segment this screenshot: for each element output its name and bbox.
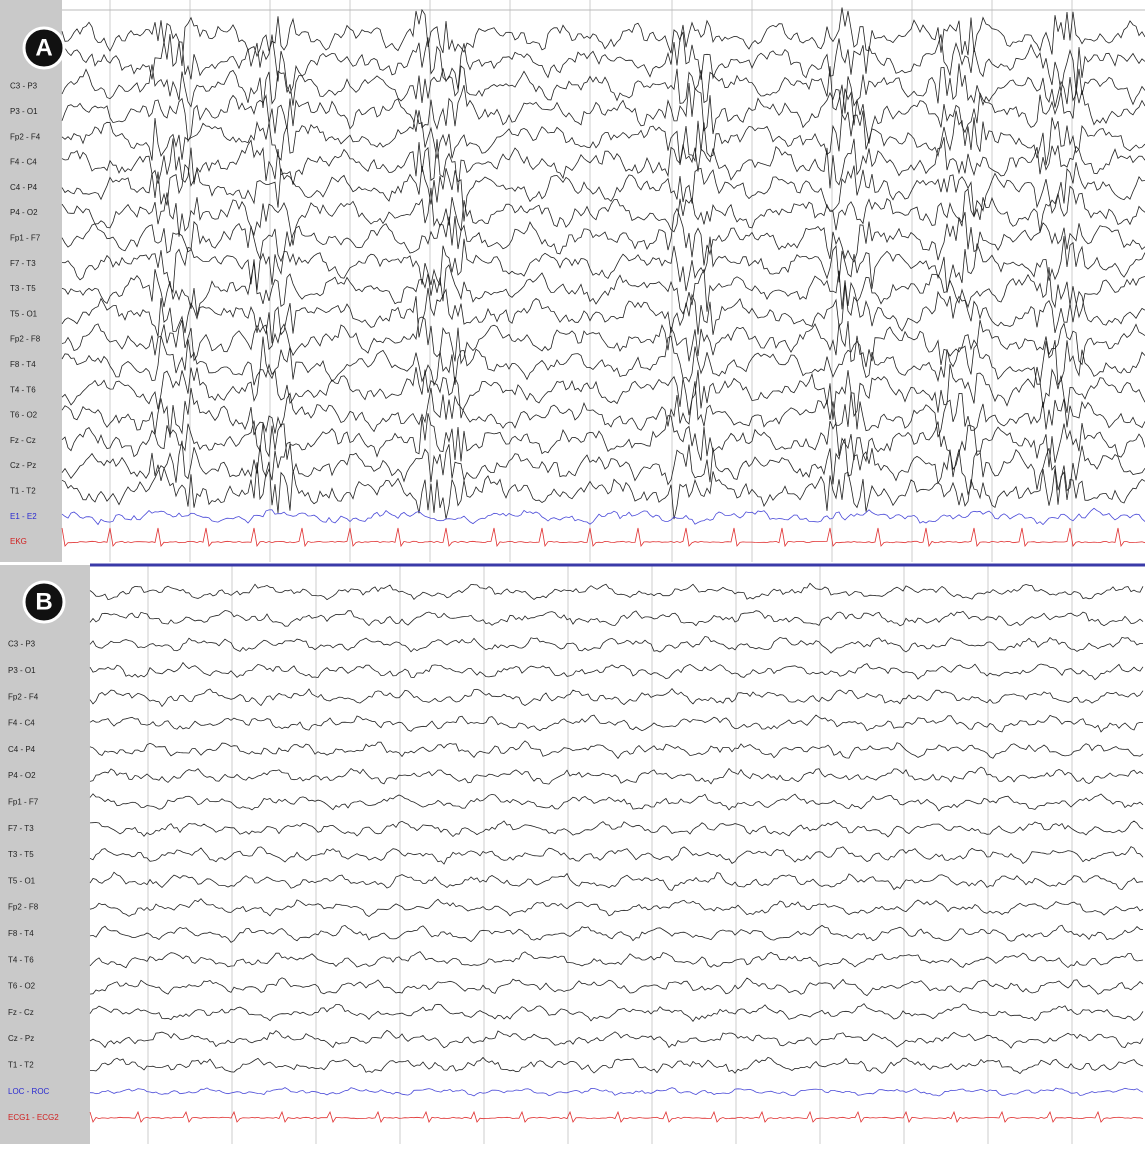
eeg-trace <box>89 871 1143 891</box>
channel-label: C4 - P4 <box>10 183 38 192</box>
eeg-trace <box>61 461 1145 520</box>
eeg-trace <box>61 262 1145 319</box>
eeg-trace <box>89 951 1144 969</box>
eeg-trace <box>61 109 1145 166</box>
channel-label: Fp2 - F4 <box>10 132 41 141</box>
eeg-trace <box>89 582 1144 601</box>
eeg-trace <box>89 714 1143 733</box>
eeg-trace <box>61 363 1145 420</box>
trace-area <box>90 565 1145 1144</box>
panel-badge <box>22 580 66 624</box>
eeg-trace <box>89 1029 1144 1049</box>
channel-label: F7 - T3 <box>10 259 36 268</box>
eeg-trace <box>89 661 1144 681</box>
channel-label: P4 - O2 <box>10 208 38 217</box>
channel-label: Cz - Pz <box>10 461 36 470</box>
eeg-trace <box>61 316 1145 368</box>
channel-label: C4 - P4 <box>8 745 36 754</box>
channel-label: T5 - O1 <box>10 309 38 318</box>
channel-label: E1 - E2 <box>10 512 37 521</box>
eeg-trace <box>89 924 1144 943</box>
channel-label: P4 - O2 <box>8 771 36 780</box>
channel-label: T4 - T6 <box>10 385 36 394</box>
eeg-trace <box>89 898 1144 917</box>
eeg-trace <box>89 610 1144 627</box>
label-column <box>0 565 90 1144</box>
channel-label: T4 - T6 <box>8 955 34 964</box>
channel-label: Fp2 - F8 <box>8 903 39 912</box>
eeg-trace <box>61 31 1145 95</box>
channel-label: Fp2 - F4 <box>8 692 39 701</box>
eeg-trace <box>89 846 1144 865</box>
channel-label: F8 - T4 <box>10 360 36 369</box>
channel-label: Fz - Cz <box>10 436 36 445</box>
eeg-trace <box>89 766 1144 785</box>
eeg-trace <box>61 63 1145 114</box>
channel-label: T3 - T5 <box>10 284 36 293</box>
eeg-trace <box>61 413 1145 471</box>
channel-label: ECG1 - ECG2 <box>8 1113 59 1122</box>
eeg-trace <box>61 82 1145 144</box>
eeg-trace <box>89 1056 1144 1075</box>
trace-area <box>62 0 1145 562</box>
eeg-trace <box>61 236 1145 294</box>
eeg-trace <box>61 207 1145 266</box>
eeg-trace <box>61 136 1145 193</box>
eeg-trace <box>89 740 1144 760</box>
channel-label: EKG <box>10 537 27 546</box>
channel-label: Fp2 - F8 <box>10 335 41 344</box>
channel-label: F7 - T3 <box>8 824 34 833</box>
channel-label: T6 - O2 <box>8 982 36 991</box>
eeg-trace <box>89 820 1144 838</box>
channel-label: C3 - P3 <box>10 82 38 91</box>
eeg-trace <box>61 381 1145 438</box>
channel-label: Cz - Pz <box>8 1034 34 1043</box>
channel-label: F4 - C4 <box>8 719 35 728</box>
eeg-trace <box>89 1003 1144 1022</box>
eeg-trace <box>89 635 1143 654</box>
panel-badge <box>22 26 66 70</box>
channel-label: F8 - T4 <box>8 929 34 938</box>
channel-label: C3 - P3 <box>8 640 36 649</box>
eeg-trace <box>61 7 1145 67</box>
eeg-trace <box>61 527 1145 548</box>
channel-label: LOC - ROC <box>8 1087 50 1096</box>
channel-label: T6 - O2 <box>10 411 38 420</box>
channel-label: P3 - O1 <box>10 107 38 116</box>
panel-badge-letter: B <box>35 588 52 615</box>
eeg-trace <box>61 438 1145 496</box>
channel-label: Fz - Cz <box>8 1008 34 1017</box>
eeg-trace <box>89 1087 1144 1097</box>
eeg-trace <box>61 162 1145 222</box>
channel-label: Fp1 - F7 <box>10 234 41 243</box>
eeg-trace <box>89 977 1144 997</box>
eeg-trace <box>61 285 1145 344</box>
channel-label: T1 - T2 <box>8 1061 34 1070</box>
eeg-trace <box>61 335 1145 387</box>
eeg-trace <box>61 185 1145 246</box>
eeg-trace <box>89 793 1144 812</box>
channel-label: Fp1 - F7 <box>8 798 39 807</box>
channel-label: T5 - O1 <box>8 876 36 885</box>
channel-label: T1 - T2 <box>10 487 36 496</box>
label-column <box>0 0 62 562</box>
panel-badge-letter: A <box>35 34 52 61</box>
channel-label: T3 - T5 <box>8 850 34 859</box>
channel-label: F4 - C4 <box>10 158 37 167</box>
channel-label: P3 - O1 <box>8 666 36 675</box>
eeg-trace <box>61 507 1145 526</box>
eeg-trace <box>89 1110 1144 1123</box>
eeg-trace <box>89 687 1144 708</box>
